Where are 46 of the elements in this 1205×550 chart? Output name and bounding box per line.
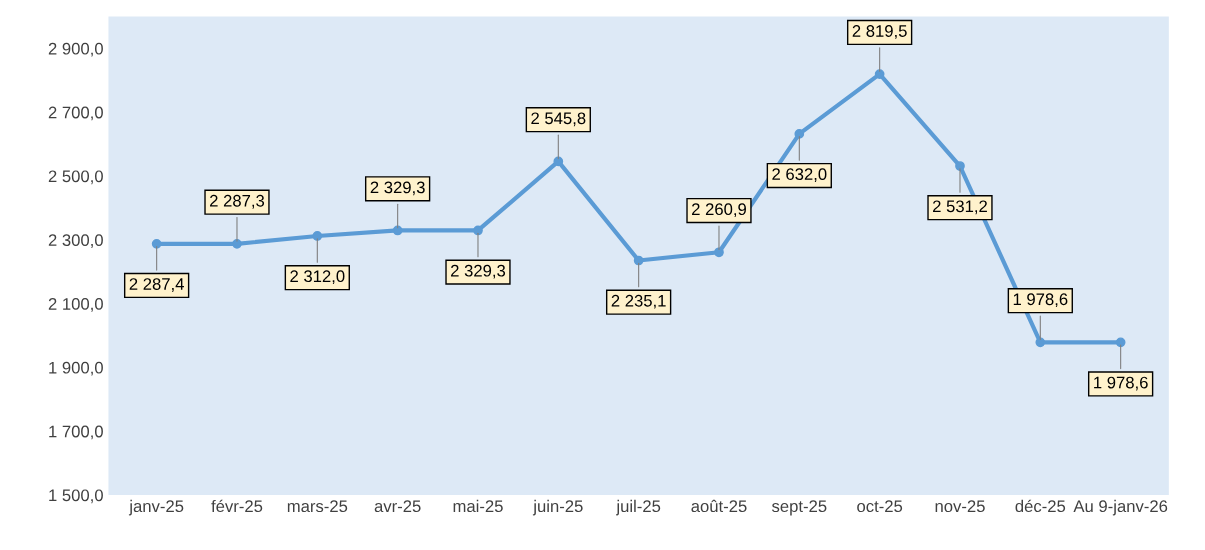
y-tick-label: 2 100,0: [48, 298, 103, 312]
point: [392, 225, 403, 236]
point: [1115, 337, 1126, 348]
point: [714, 247, 724, 258]
y-tick-label: 2 500,0: [48, 170, 103, 185]
y-tick-label: 1 900,0: [49, 361, 103, 376]
y-tick-label: 2 700,0: [48, 106, 103, 121]
data-label: 2 235,1: [611, 294, 666, 309]
y-tick-label: 2 900,0: [48, 42, 103, 57]
data-label: 2 329,3: [451, 264, 506, 279]
x-tick-label: mai-25: [453, 499, 503, 513]
x-tick-label: févr-25: [211, 499, 263, 513]
data-label: 2 329,3: [370, 181, 425, 196]
x-tick-label: juin-25: [532, 499, 583, 516]
x-tick-label: juil-25: [616, 499, 661, 516]
x-tick-label: déc-25: [1015, 499, 1066, 513]
point: [874, 69, 885, 79]
x-tick-label: mars-25: [287, 500, 348, 513]
data-label: 1 978,6: [1094, 376, 1148, 391]
y-tick-label: 2 300,0: [48, 234, 103, 248]
x-tick-label: avr-25: [374, 500, 421, 513]
point: [553, 156, 564, 167]
point: [955, 161, 965, 171]
data-label: 2 312,0: [290, 270, 345, 285]
point: [633, 255, 644, 266]
data-label: 2 287,4: [129, 278, 184, 292]
data-label: 2 260,9: [692, 203, 746, 218]
point: [151, 238, 162, 249]
point: [1035, 337, 1046, 348]
x-tick-label: août-25: [691, 499, 747, 513]
x-tick-label: nov-25: [935, 500, 985, 513]
data-label: 2 531,2: [933, 200, 987, 215]
x-tick-label: janv-25: [128, 499, 184, 516]
data-label: 2 287,3: [210, 194, 265, 209]
x-tick-label: Au 9-janv-26: [1073, 499, 1168, 516]
x-tick-label: sept-25: [771, 500, 827, 516]
point: [312, 231, 323, 241]
x-tick-label: oct-25: [857, 500, 903, 513]
y-tick-label: 1 500,0: [49, 489, 103, 504]
point: [794, 129, 805, 139]
y-tick-label: 1 700,0: [49, 425, 103, 440]
data-label: 2 545,8: [531, 112, 586, 127]
point: [473, 225, 483, 236]
data-label: 2 819,5: [852, 25, 907, 39]
data-label: 2 632,0: [772, 168, 827, 182]
data-label: 1 978,6: [1013, 293, 1068, 308]
